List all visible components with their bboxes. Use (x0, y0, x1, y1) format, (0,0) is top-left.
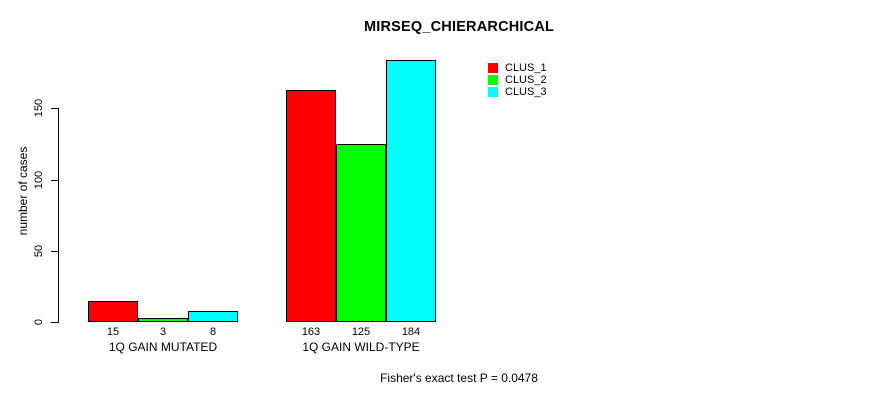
y-tick (51, 322, 58, 323)
legend-label: CLUS_1 (505, 61, 547, 74)
bar-value-label: 8 (209, 326, 217, 338)
y-tick (51, 250, 58, 252)
bar (188, 311, 238, 322)
bar-value-label: 125 (351, 326, 371, 338)
y-tick-label: 150 (33, 99, 45, 118)
legend-item: CLUS_3 (488, 86, 547, 98)
bar (386, 60, 436, 322)
y-tick-label: 100 (33, 170, 45, 189)
bar-value-label: 184 (401, 326, 421, 338)
legend-label: CLUS_3 (505, 86, 547, 99)
y-tick-label: 50 (33, 244, 45, 257)
bar-value-label: 163 (301, 326, 321, 338)
bar-value-label: 3 (159, 326, 167, 338)
bar (88, 301, 138, 322)
legend-label: CLUS_2 (505, 73, 547, 86)
footnote: Fisher's exact test P = 0.0478 (380, 371, 538, 385)
legend-item: CLUS_1 (488, 62, 547, 74)
group-label: 1Q GAIN WILD-TYPE (302, 340, 420, 354)
legend-swatch (488, 74, 498, 85)
y-tick (51, 179, 58, 181)
legend-swatch (488, 62, 498, 73)
y-axis-line (58, 108, 59, 323)
bar (286, 90, 336, 322)
y-axis-label: number of cases (16, 146, 30, 236)
legend-item: CLUS_2 (488, 74, 547, 86)
bar (138, 318, 188, 322)
bar-value-label: 15 (106, 326, 120, 338)
group-label: 1Q GAIN MUTATED (108, 340, 218, 354)
y-tick (51, 108, 58, 110)
y-tick-label: 0 (33, 318, 45, 326)
chart-title: MIRSEQ_CHIERARCHICAL (363, 19, 555, 35)
bar (336, 144, 386, 322)
legend-swatch (488, 87, 498, 98)
